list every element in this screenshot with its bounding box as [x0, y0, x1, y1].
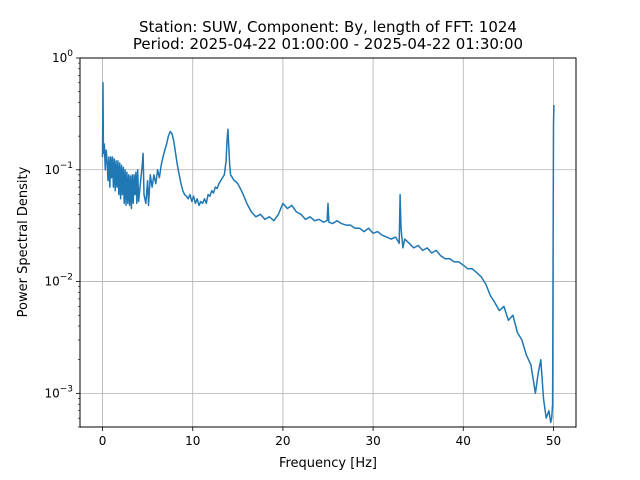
- x-tick-label: 30: [365, 434, 380, 448]
- y-tick-label: 10−2: [44, 273, 73, 289]
- y-tick-label: 10−1: [44, 161, 73, 177]
- y-tick-base: 10: [52, 51, 67, 65]
- psd-line: [101, 82, 555, 424]
- y-tick-base: 10: [44, 275, 59, 289]
- x-tick-label: 40: [456, 434, 471, 448]
- y-tick-exponent: −2: [60, 273, 73, 283]
- y-tick-label: 100: [52, 49, 73, 65]
- x-axis-label: Frequency [Hz]: [279, 456, 377, 471]
- x-tick-label: 50: [546, 434, 561, 448]
- chart-subtitle: Period: 2025-04-22 01:00:00 - 2025-04-22…: [133, 35, 523, 53]
- x-axis-ticks: 0 10 20 30 40 50: [99, 427, 561, 448]
- y-axis-label: Power Spectral Density: [16, 166, 31, 317]
- plot-frame: [79, 57, 577, 428]
- y-tick-base: 10: [44, 386, 59, 400]
- y-tick-base: 10: [44, 163, 59, 177]
- x-tick-label: 20: [275, 434, 290, 448]
- x-tick-label: 10: [185, 434, 200, 448]
- y-tick-exponent: −1: [60, 161, 73, 171]
- psd-series: [101, 82, 555, 424]
- chart-title: Station: SUW, Component: By, length of F…: [139, 18, 517, 36]
- y-tick-exponent: −3: [60, 384, 73, 394]
- y-tick-label: 10−3: [44, 384, 73, 400]
- x-tick-label: 0: [99, 434, 107, 448]
- y-tick-exponent: 0: [67, 49, 73, 59]
